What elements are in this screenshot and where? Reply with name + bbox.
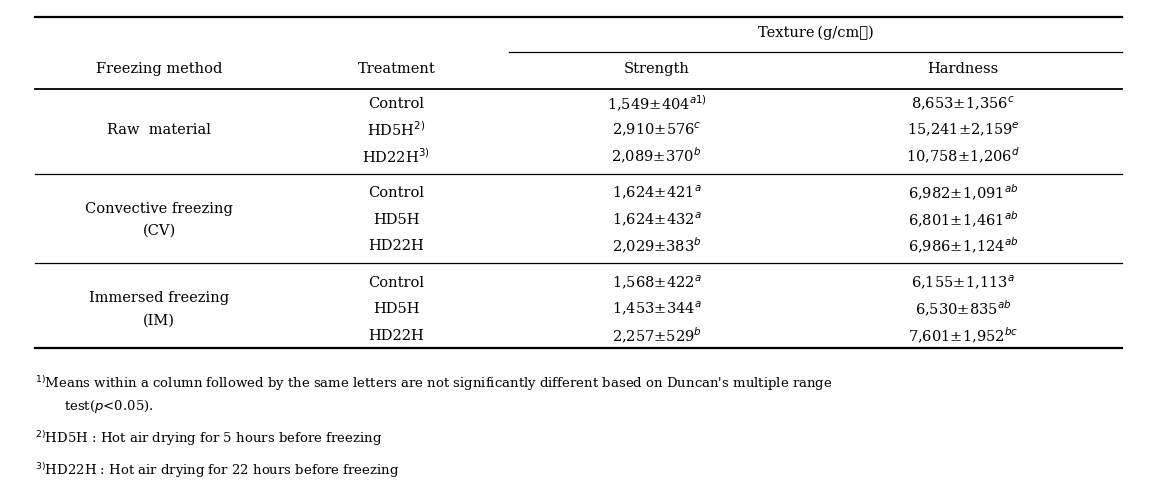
Text: HD5H: HD5H [373, 302, 420, 316]
Text: Freezing method: Freezing method [96, 62, 222, 76]
Text: $^{3)}$HD22H : Hot air drying for 22 hours before freezing: $^{3)}$HD22H : Hot air drying for 22 hou… [35, 460, 399, 479]
Text: Hardness: Hardness [928, 62, 998, 76]
Text: 2,257±529$^{b}$: 2,257±529$^{b}$ [612, 325, 701, 345]
Text: 6,155±1,113$^{a}$: 6,155±1,113$^{a}$ [912, 274, 1015, 292]
Text: 6,801±1,461$^{ab}$: 6,801±1,461$^{ab}$ [908, 209, 1018, 229]
Text: (CV): (CV) [142, 223, 176, 237]
Text: $^{1)}$Means within a column followed by the same letters are not significantly : $^{1)}$Means within a column followed by… [35, 373, 832, 392]
Text: HD5H: HD5H [373, 212, 420, 226]
Text: 1,568±422$^{a}$: 1,568±422$^{a}$ [612, 274, 701, 292]
Text: HD22H: HD22H [368, 238, 425, 253]
Text: Control: Control [368, 186, 425, 200]
Text: Strength: Strength [624, 62, 690, 76]
Text: Treatment: Treatment [358, 62, 435, 76]
Text: 6,982±1,091$^{ab}$: 6,982±1,091$^{ab}$ [908, 183, 1018, 203]
Text: Texture (g/cm㎠): Texture (g/cm㎠) [758, 26, 874, 40]
Text: 7,601±1,952$^{bc}$: 7,601±1,952$^{bc}$ [908, 325, 1018, 345]
Text: 6,986±1,124$^{ab}$: 6,986±1,124$^{ab}$ [908, 235, 1018, 256]
Text: 2,089±370$^{b}$: 2,089±370$^{b}$ [612, 146, 701, 166]
Text: HD5H$^{2)}$: HD5H$^{2)}$ [367, 120, 426, 139]
Text: 8,653±1,356$^{c}$: 8,653±1,356$^{c}$ [912, 94, 1015, 112]
Text: 1,624±432$^{a}$: 1,624±432$^{a}$ [612, 210, 701, 228]
Text: 2,910±576$^{c}$: 2,910±576$^{c}$ [612, 121, 701, 139]
Text: HD22H: HD22H [368, 328, 425, 342]
Text: Convective freezing: Convective freezing [86, 201, 233, 215]
Text: Control: Control [368, 96, 425, 110]
Text: 1,453±344$^{a}$: 1,453±344$^{a}$ [612, 300, 701, 318]
Text: 1,624±421$^{a}$: 1,624±421$^{a}$ [612, 184, 701, 202]
Text: 10,758±1,206$^{d}$: 10,758±1,206$^{d}$ [906, 146, 1020, 166]
Text: $^{2)}$HD5H : Hot air drying for 5 hours before freezing: $^{2)}$HD5H : Hot air drying for 5 hours… [35, 428, 382, 447]
Text: Control: Control [368, 276, 425, 290]
Text: HD22H$^{3)}$: HD22H$^{3)}$ [362, 147, 430, 165]
Text: test($\it{p}$<0.05).: test($\it{p}$<0.05). [64, 397, 153, 414]
Text: (IM): (IM) [143, 313, 175, 327]
Text: Raw  material: Raw material [108, 123, 211, 137]
Text: Immersed freezing: Immersed freezing [89, 291, 229, 305]
Text: 2,029±383$^{b}$: 2,029±383$^{b}$ [612, 235, 701, 256]
Text: 1,549±404$^{a1)}$: 1,549±404$^{a1)}$ [606, 93, 707, 113]
Text: 6,530±835$^{ab}$: 6,530±835$^{ab}$ [915, 299, 1011, 319]
Text: 15,241±2,159$^{e}$: 15,241±2,159$^{e}$ [907, 121, 1019, 139]
